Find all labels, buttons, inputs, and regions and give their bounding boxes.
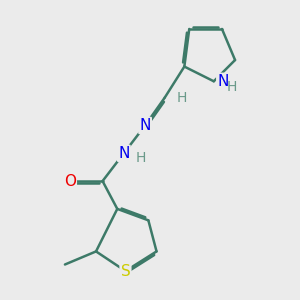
Text: N: N	[140, 118, 151, 133]
Text: H: H	[176, 91, 187, 105]
Text: S: S	[121, 263, 130, 278]
Text: O: O	[64, 174, 76, 189]
Text: H: H	[226, 80, 237, 94]
Text: N: N	[217, 74, 229, 89]
Text: N: N	[118, 146, 130, 161]
Text: H: H	[135, 151, 146, 165]
